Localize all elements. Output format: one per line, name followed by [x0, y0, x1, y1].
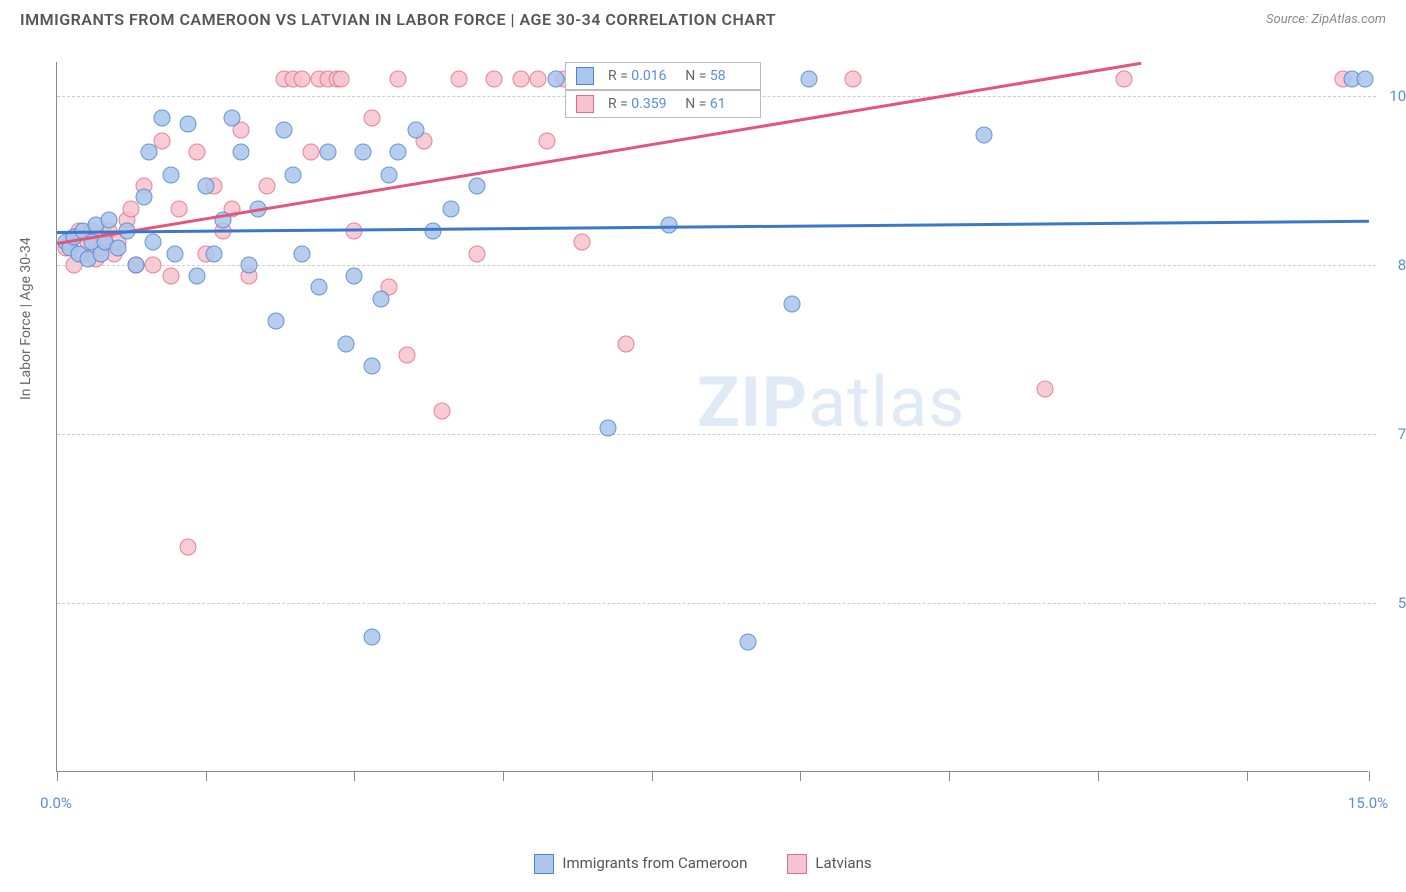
data-point-series2 — [486, 70, 503, 87]
data-point-series1 — [407, 121, 424, 138]
y-tick-label: 100.0% — [1378, 87, 1406, 105]
x-tick — [57, 771, 58, 781]
data-point-series1 — [101, 211, 118, 228]
data-point-series2 — [538, 132, 555, 149]
data-point-series1 — [276, 121, 293, 138]
data-point-series1 — [145, 234, 162, 251]
data-point-series1 — [167, 245, 184, 262]
data-point-series1 — [293, 245, 310, 262]
x-tick — [652, 771, 653, 781]
data-point-series1 — [285, 166, 302, 183]
stats-box-series1: R = 0.016 N = 58 — [565, 62, 761, 90]
swatch-blue-icon — [576, 67, 594, 85]
trend-line-series1 — [57, 220, 1369, 234]
legend: Immigrants from Cameroon Latvians — [0, 854, 1406, 874]
x-tick — [354, 771, 355, 781]
data-point-series1 — [600, 420, 617, 437]
swatch-pink-icon — [787, 854, 807, 874]
data-point-series2 — [302, 144, 319, 161]
y-axis-label: In Labor Force | Age 30-34 — [18, 237, 34, 400]
data-point-series2 — [573, 234, 590, 251]
data-point-series2 — [188, 144, 205, 161]
data-point-series1 — [363, 358, 380, 375]
data-point-series1 — [241, 256, 258, 273]
data-point-series2 — [346, 223, 363, 240]
data-point-series2 — [333, 70, 350, 87]
data-point-series2 — [1037, 380, 1054, 397]
data-point-series1 — [320, 144, 337, 161]
legend-item-series1: Immigrants from Cameroon — [534, 854, 747, 874]
x-tick — [800, 771, 801, 781]
data-point-series1 — [1356, 70, 1373, 87]
source-label: Source: ZipAtlas.com — [1266, 12, 1386, 27]
stats-box-series2: R = 0.359 N = 61 — [565, 90, 761, 118]
data-point-series1 — [232, 144, 249, 161]
data-point-series1 — [110, 239, 127, 256]
data-point-series1 — [188, 268, 205, 285]
data-point-series1 — [153, 110, 170, 127]
data-point-series1 — [363, 628, 380, 645]
data-point-series1 — [442, 200, 459, 217]
data-point-series1 — [180, 115, 197, 132]
x-axis-max-label: 15.0% — [1348, 794, 1388, 812]
data-point-series2 — [617, 335, 634, 352]
x-tick — [1098, 771, 1099, 781]
data-point-series2 — [398, 347, 415, 364]
data-point-series1 — [425, 223, 442, 240]
data-point-series2 — [180, 538, 197, 555]
grid-line — [57, 603, 1376, 604]
x-axis-min-label: 0.0% — [40, 794, 72, 812]
data-point-series2 — [530, 70, 547, 87]
data-point-series2 — [1116, 70, 1133, 87]
y-tick-label: 85.0% — [1378, 256, 1406, 274]
y-tick-label: 55.0% — [1378, 594, 1406, 612]
legend-item-series2: Latvians — [787, 854, 871, 874]
data-point-series1 — [390, 144, 407, 161]
data-point-series1 — [547, 70, 564, 87]
data-point-series1 — [197, 177, 214, 194]
data-point-series2 — [844, 70, 861, 87]
data-point-series1 — [739, 634, 756, 651]
data-point-series1 — [468, 177, 485, 194]
data-point-series1 — [311, 279, 328, 296]
swatch-blue-icon — [534, 854, 554, 874]
data-point-series1 — [136, 189, 153, 206]
data-point-series2 — [468, 245, 485, 262]
data-point-series2 — [293, 70, 310, 87]
data-point-series1 — [783, 296, 800, 313]
data-point-series1 — [127, 256, 144, 273]
data-point-series2 — [451, 70, 468, 87]
data-point-series1 — [267, 313, 284, 330]
y-tick-label: 70.0% — [1378, 425, 1406, 443]
data-point-series2 — [433, 403, 450, 420]
x-tick — [1247, 771, 1248, 781]
chart-plot-area: 55.0%70.0%85.0%100.0% ZIPatlas R = 0.016… — [56, 62, 1368, 772]
data-point-series1 — [801, 70, 818, 87]
data-point-series1 — [223, 110, 240, 127]
data-point-series2 — [363, 110, 380, 127]
data-point-series2 — [162, 268, 179, 285]
data-point-series2 — [512, 70, 529, 87]
swatch-pink-icon — [576, 95, 594, 113]
data-point-series1 — [346, 268, 363, 285]
data-point-series1 — [355, 144, 372, 161]
data-point-series2 — [145, 256, 162, 273]
data-point-series1 — [976, 127, 993, 144]
data-point-series1 — [162, 166, 179, 183]
grid-line — [57, 434, 1376, 435]
data-point-series1 — [372, 290, 389, 307]
data-point-series1 — [337, 335, 354, 352]
data-point-series2 — [258, 177, 275, 194]
x-tick — [949, 771, 950, 781]
chart-title: IMMIGRANTS FROM CAMEROON VS LATVIAN IN L… — [20, 10, 776, 29]
data-point-series2 — [390, 70, 407, 87]
x-tick — [503, 771, 504, 781]
data-point-series1 — [381, 166, 398, 183]
x-tick — [1369, 771, 1370, 781]
data-point-series2 — [171, 200, 188, 217]
data-point-series1 — [206, 245, 223, 262]
x-tick — [206, 771, 207, 781]
data-point-series1 — [140, 144, 157, 161]
